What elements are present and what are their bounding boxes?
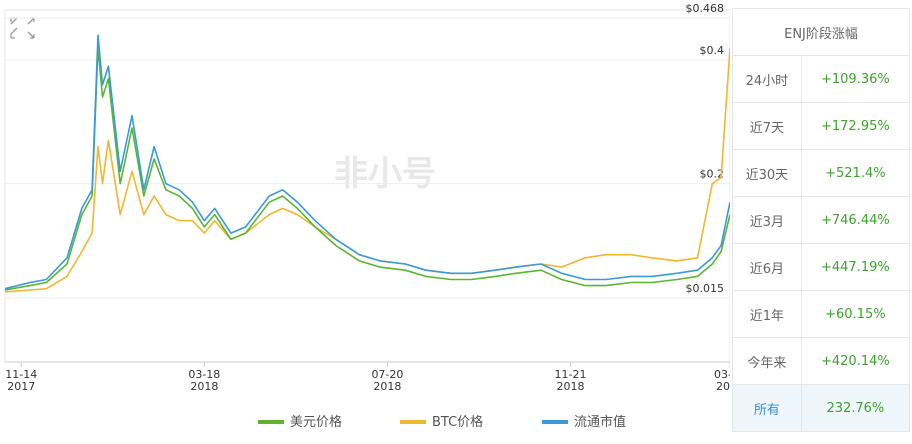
legend-label: 流通市值 (574, 414, 626, 430)
watermark: 非小号 (334, 154, 436, 194)
table-row[interactable]: 所有 232.76% (732, 384, 911, 432)
table-title: ENJ阶段涨幅 (732, 8, 910, 56)
table-row[interactable]: 今年来 +420.14% (732, 337, 911, 385)
y-tick-label: $0.2 (700, 168, 725, 181)
table-row[interactable]: 近30天 +521.4% (732, 149, 911, 197)
change-value: +521.4% (800, 149, 911, 197)
change-value: +172.95% (800, 102, 911, 150)
table-row[interactable]: 近6月 +447.19% (732, 243, 911, 291)
x-tick-label: 07-20 2018 (371, 368, 403, 393)
chart: 非小号 $0.015 $0.2 $0.4 $0.468 11-14 2017 03-18 20… (4, 2, 746, 430)
period-label: 24小时 (732, 55, 802, 103)
y-tick-label: $0.4 (700, 44, 725, 57)
series-line (4, 47, 731, 293)
y-tick-label: $0.015 (686, 282, 725, 295)
legend-label: 美元价格 (290, 414, 342, 430)
change-value: +420.14% (800, 337, 911, 385)
legend-swatch (258, 420, 284, 424)
series-line (4, 46, 731, 291)
x-tick-label: 03-092019 (714, 368, 730, 393)
x-tick-label: 03-18 2018 (188, 368, 220, 393)
change-value: +109.36% (800, 55, 911, 103)
period-label: 近1年 (732, 290, 802, 338)
series-line (4, 34, 731, 290)
legend-swatch (400, 420, 426, 424)
period-label: 近6月 (732, 243, 802, 291)
legend-label: BTC价格 (432, 414, 483, 430)
table-row[interactable]: 近1年 +60.15% (732, 290, 911, 338)
change-value: +447.19% (800, 243, 911, 291)
table-row[interactable]: 近7天 +172.95% (732, 102, 911, 150)
period-label: 所有 (732, 384, 802, 432)
period-label: 近30天 (732, 149, 802, 197)
legend-swatch (542, 420, 568, 424)
table-row[interactable]: 近3月 +746.44% (732, 196, 911, 244)
change-value: +60.15% (800, 290, 911, 338)
change-value: +746.44% (800, 196, 911, 244)
y-tick-label: $0.468 (686, 2, 725, 15)
period-label: 近7天 (732, 102, 802, 150)
period-label: 今年来 (732, 337, 802, 385)
table-row[interactable]: 24小时 +109.36% (732, 55, 911, 103)
x-tick-label: 11-21 2018 (555, 368, 587, 393)
change-table: ENJ阶段涨幅 24小时 +109.36% 近7天 +172.95% 近30天 +521.… (732, 8, 911, 432)
zoom-icon[interactable] (10, 17, 35, 39)
period-label: 近3月 (732, 196, 802, 244)
x-tick-label: 11-14 2017 (5, 368, 37, 393)
change-value: 232.76% (800, 384, 911, 432)
